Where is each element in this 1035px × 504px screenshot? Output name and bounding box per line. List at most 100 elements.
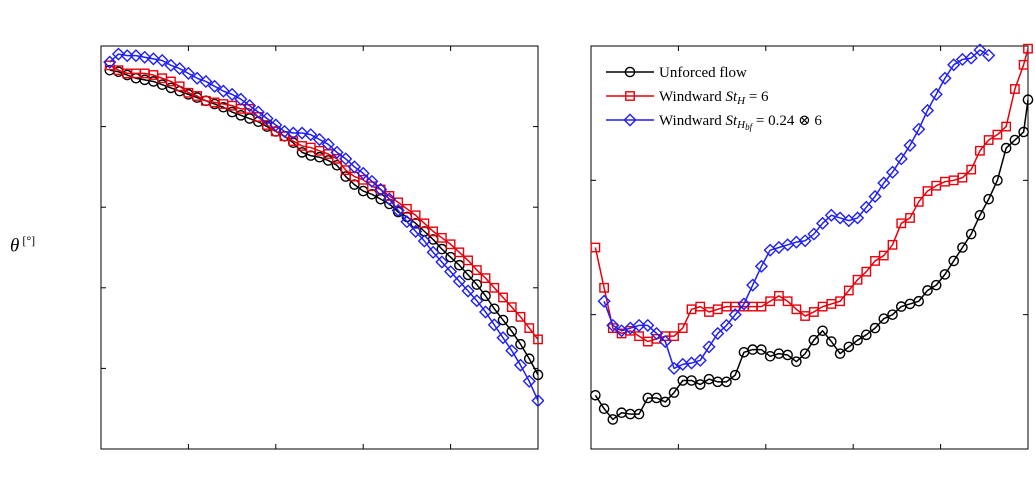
data-point [957, 172, 968, 183]
data-point [444, 265, 458, 279]
data-point [597, 294, 611, 308]
data-point [861, 329, 872, 341]
data-point [513, 358, 528, 372]
data-point [1001, 121, 1012, 132]
data-point [903, 138, 917, 152]
data-point [939, 269, 951, 280]
data-point [365, 174, 379, 188]
y-axis-label: θ [°] [10, 234, 35, 257]
data-point [356, 166, 370, 180]
data-point [947, 58, 961, 72]
data-point [791, 304, 802, 315]
data-point [190, 71, 204, 85]
data-point [332, 153, 342, 164]
data-point [843, 341, 855, 353]
data-point [225, 87, 239, 101]
data-point [870, 256, 880, 266]
data-point [606, 318, 620, 333]
data-point [531, 394, 544, 408]
data-point [824, 208, 838, 222]
data-point [1022, 94, 1034, 106]
data-point [445, 239, 456, 250]
data-point [765, 296, 776, 307]
data-point [410, 210, 421, 221]
data-point [885, 165, 900, 179]
data-point [808, 307, 819, 317]
series-line [109, 69, 539, 376]
data-point [852, 334, 863, 346]
data-point [347, 160, 362, 174]
data-point [199, 74, 213, 89]
data-point [693, 353, 707, 367]
data-point [719, 318, 734, 333]
data-point [515, 311, 526, 322]
data-point [992, 175, 1003, 186]
chart-panel-2: Unforced flow Windward StH = 6 Windward St… [590, 43, 1034, 450]
data-point [391, 203, 405, 218]
series-square [590, 43, 1033, 347]
data-point [930, 279, 942, 291]
data-point [138, 50, 152, 64]
data-point [435, 255, 449, 269]
data-point [590, 242, 601, 253]
data-point [826, 336, 837, 347]
data-point [471, 279, 483, 290]
data-point [774, 290, 784, 301]
series-diamond [597, 43, 996, 375]
data-point [754, 259, 769, 273]
data-point [590, 389, 601, 401]
data-point [471, 265, 482, 275]
data-point [374, 182, 388, 197]
data-point [1000, 142, 1012, 154]
data-point [426, 245, 440, 259]
data-point [242, 99, 257, 113]
data-point [983, 193, 994, 205]
data-point [948, 255, 960, 267]
data-point [155, 53, 169, 68]
series-line [109, 53, 539, 401]
data-point [522, 374, 536, 388]
data-point [922, 186, 933, 196]
data-point [658, 334, 672, 349]
legend-marker [624, 66, 636, 78]
data-point [649, 326, 664, 341]
data-point [756, 344, 767, 355]
data-point [913, 196, 924, 207]
chart-panel-1: θ [°] [10, 45, 544, 450]
data-point [817, 325, 828, 337]
data-point [454, 247, 465, 258]
data-point [756, 301, 767, 312]
data-point [164, 58, 178, 72]
data-point [497, 314, 509, 326]
data-point [295, 126, 309, 140]
data-point [251, 105, 265, 119]
data-point [729, 369, 741, 381]
data-point [694, 379, 706, 390]
data-point [532, 369, 544, 381]
data-point [702, 340, 716, 354]
data-point [782, 349, 793, 361]
data-point [478, 305, 493, 319]
data-point [816, 216, 830, 230]
data-point [799, 348, 811, 359]
data-point [850, 211, 865, 225]
data-point [208, 79, 222, 93]
data-point [983, 135, 994, 145]
data-point [641, 318, 655, 333]
data-point [428, 226, 439, 237]
data-point [312, 132, 327, 147]
data-point [966, 164, 977, 175]
data-point [1018, 59, 1029, 70]
legend: Unforced flow Windward StH = 6 Windward St… [606, 65, 822, 132]
data-point [375, 184, 386, 195]
data-point [843, 285, 854, 296]
data-point [686, 375, 697, 386]
series-circle [104, 64, 544, 381]
data-point [659, 396, 671, 408]
data-point [920, 103, 935, 118]
data-point [711, 326, 725, 341]
data-point [488, 303, 500, 315]
data-point [965, 228, 977, 240]
data-point [598, 403, 610, 415]
